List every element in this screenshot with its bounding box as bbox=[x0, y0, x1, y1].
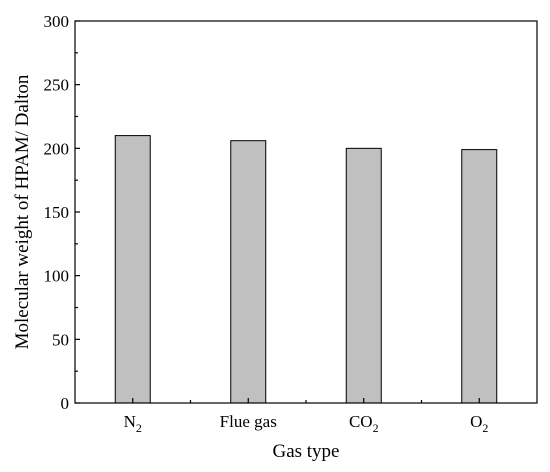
bar bbox=[230, 140, 267, 404]
x-tick-label-base: N bbox=[124, 412, 136, 431]
y-tick-label: 100 bbox=[44, 267, 70, 286]
x-tick-label: CO2 bbox=[349, 412, 379, 435]
y-tick-label: 0 bbox=[61, 394, 70, 413]
bars-group bbox=[114, 135, 498, 404]
x-tick-label: N2 bbox=[124, 412, 142, 435]
x-axis-title: Gas type bbox=[272, 441, 339, 462]
bar bbox=[461, 149, 498, 404]
x-tick-label-subscript: 2 bbox=[373, 421, 379, 435]
y-tick-label: 250 bbox=[44, 76, 70, 95]
x-tick-label: O2 bbox=[470, 412, 488, 435]
plot-frame bbox=[74, 20, 538, 404]
x-tick-label-subscript: 2 bbox=[136, 421, 142, 435]
bar bbox=[114, 135, 151, 404]
x-tick-label-subscript: 2 bbox=[482, 421, 488, 435]
y-tick-label: 50 bbox=[52, 330, 69, 349]
bar bbox=[345, 147, 382, 404]
y-tick-label: 300 bbox=[44, 12, 70, 31]
x-axis: N2 Flue gas CO2 O2 bbox=[124, 398, 488, 435]
y-axis-title: Molecular weight of HPAM/ Dalton bbox=[12, 74, 33, 349]
y-tick-label: 200 bbox=[44, 139, 70, 158]
x-tick-label-base: O bbox=[470, 412, 482, 431]
x-tick-label-base: Flue gas bbox=[220, 412, 277, 431]
x-tick-label: Flue gas bbox=[220, 412, 277, 431]
x-tick-label-base: CO bbox=[349, 412, 373, 431]
y-tick-label: 150 bbox=[44, 203, 70, 222]
